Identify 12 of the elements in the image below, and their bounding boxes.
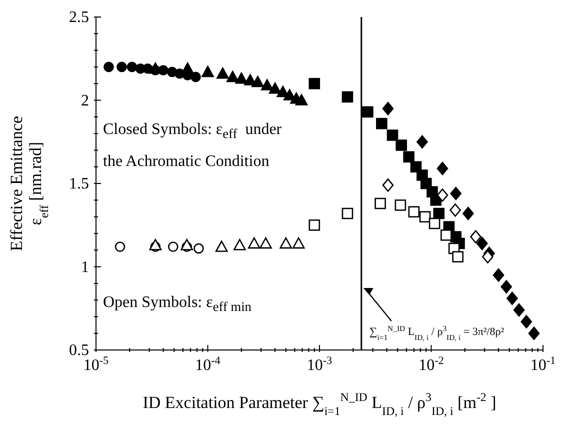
y-tick-label: 2 (81, 92, 89, 110)
text: ∑$_{i=1}$$^{N_ID}$ L$_{ID, i}$ / ρ$^{3}$$_{ID, i}$ = 3π²/8ρ² (369, 324, 504, 342)
x-tick-label: 10$^{-1}$ (530, 355, 556, 374)
x-tick-label: 10$^{-4}$ (195, 355, 221, 374)
x-tick-label: 10$^{-3}$ (306, 355, 333, 374)
x-tick-label: 10$^{-2}$ (418, 355, 444, 374)
y-tick-label: 1.5 (69, 176, 89, 192)
text: ID Excitation Parameter ∑$_{i=1}$$^{N_ID}$ L$_{ID, i}$ / ρ$^{3}$$_{ID, i}$ [m$^{-2}$ ] (142, 390, 496, 418)
y-tick-label: 2.5 (69, 9, 89, 26)
annotation: Open Symbols: ε$_{eff min}$ (103, 289, 252, 322)
annotation: Closed Symbols: ε$_{eff}$ under the Achromatic Condition (103, 116, 282, 176)
y-tick-label: 1 (81, 258, 89, 276)
